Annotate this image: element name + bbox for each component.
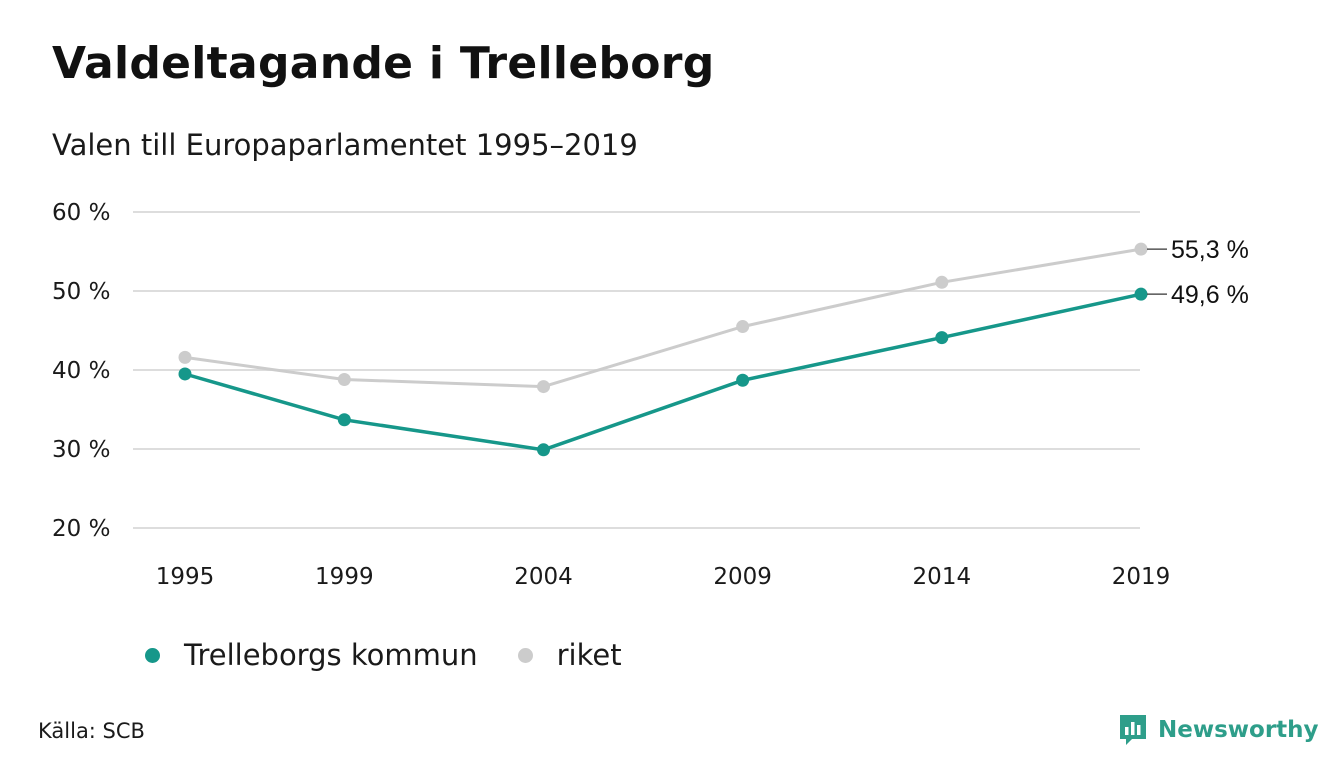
chart-title: Valdeltagande i Trelleborg xyxy=(52,38,715,89)
series-line-kommun xyxy=(184,292,1142,452)
end-label-kommun: 49,6 % xyxy=(1171,281,1249,309)
legend-item-riket: riket xyxy=(517,638,622,672)
data-point-kommun xyxy=(337,413,351,427)
data-point-riket xyxy=(736,320,750,334)
data-point-kommun xyxy=(736,373,750,387)
x-tick-label: 2004 xyxy=(514,564,573,590)
legend-dot-riket xyxy=(517,647,533,663)
data-point-kommun xyxy=(537,443,550,457)
y-tick-label: 60 % xyxy=(52,200,110,226)
data-point-riket xyxy=(178,350,192,364)
x-tick-label: 2019 xyxy=(1112,564,1171,590)
y-tick-label: 40 % xyxy=(52,358,110,384)
newsworthy-logo-icon xyxy=(1120,715,1146,745)
newsworthy-logo: Newsworthy xyxy=(1118,713,1319,747)
legend: Trelleborgs kommun riket xyxy=(145,638,622,672)
data-point-riket xyxy=(337,372,351,386)
line-chart: 20 % 30 % 40 % 50 % 60 % 1995 1999 2004 2009 2014… xyxy=(52,200,1249,590)
data-point-kommun xyxy=(1134,287,1148,301)
data-point-kommun xyxy=(178,367,192,381)
legend-item-kommun: Trelleborgs kommun xyxy=(145,638,478,672)
x-tick-label: 1999 xyxy=(315,564,374,590)
x-tick-label: 2014 xyxy=(913,564,972,590)
series-line-riket xyxy=(184,247,1142,389)
y-tick-label: 20 % xyxy=(52,516,110,542)
end-label-riket: 55,3 % xyxy=(1171,236,1249,264)
y-tick-label: 30 % xyxy=(52,437,110,463)
x-tick-label: 2009 xyxy=(713,564,772,590)
data-point-riket xyxy=(935,275,949,289)
x-tick-label: 1995 xyxy=(156,564,215,590)
data-point-riket xyxy=(537,380,550,394)
y-tick-label: 50 % xyxy=(52,279,110,305)
legend-label-kommun: Trelleborgs kommun xyxy=(184,638,478,672)
data-point-riket xyxy=(1134,242,1148,256)
legend-dot-kommun xyxy=(145,647,160,663)
chart-subtitle: Valen till Europaparlamentet 1995–2019 xyxy=(52,128,638,162)
legend-label-riket: riket xyxy=(556,638,622,672)
source-note: Källa: SCB xyxy=(38,719,145,743)
data-point-kommun xyxy=(935,331,949,345)
newsworthy-wordmark: Newsworthy xyxy=(1158,717,1319,743)
